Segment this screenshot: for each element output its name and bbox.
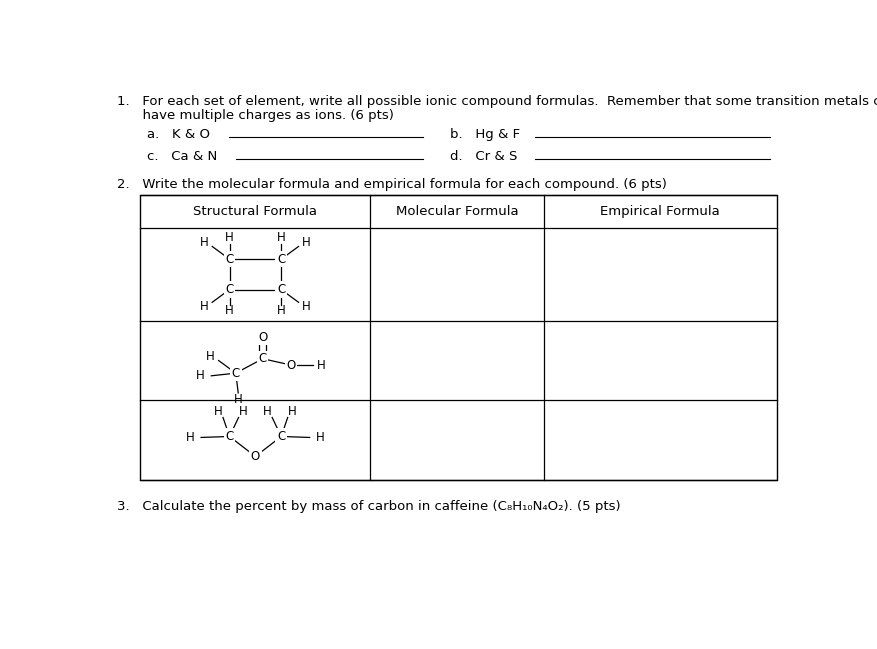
Text: Empirical Formula: Empirical Formula (600, 205, 719, 218)
Text: H: H (263, 405, 272, 418)
Text: a.   K & O: a. K & O (147, 128, 210, 141)
Text: Structural Formula: Structural Formula (193, 205, 317, 218)
Text: Molecular Formula: Molecular Formula (396, 205, 517, 218)
Text: C: C (277, 430, 285, 443)
Text: H: H (225, 304, 233, 317)
Text: d.   Cr & S: d. Cr & S (450, 151, 517, 164)
Text: O: O (258, 330, 267, 343)
Text: C: C (225, 430, 233, 443)
Text: H: H (317, 358, 325, 371)
Text: H: H (233, 393, 242, 406)
Text: H: H (214, 405, 223, 418)
Text: C: C (225, 252, 233, 265)
Text: 2.   Write the molecular formula and empirical formula for each compound. (6 pts: 2. Write the molecular formula and empir… (117, 178, 666, 191)
Text: H: H (196, 369, 204, 382)
Text: c.   Ca & N: c. Ca & N (147, 151, 217, 164)
Text: b.   Hg & F: b. Hg & F (450, 128, 519, 141)
Text: C: C (277, 252, 285, 265)
Text: have multiple charges as ions. (6 pts): have multiple charges as ions. (6 pts) (117, 110, 393, 123)
Text: H: H (206, 350, 215, 363)
Text: H: H (199, 300, 208, 313)
Text: H: H (186, 431, 195, 444)
Text: 3.   Calculate the percent by mass of carbon in caffeine (C₈H₁₀N₄O₂). (5 pts): 3. Calculate the percent by mass of carb… (117, 500, 619, 513)
Text: O: O (251, 450, 260, 463)
Text: C: C (225, 283, 233, 296)
Text: H: H (276, 304, 285, 317)
Text: H: H (276, 232, 285, 245)
Text: C: C (277, 283, 285, 296)
Text: O: O (286, 358, 296, 371)
Text: C: C (259, 352, 267, 365)
Text: H: H (302, 300, 310, 313)
Text: H: H (302, 236, 310, 249)
Text: H: H (199, 236, 208, 249)
Text: H: H (239, 405, 247, 418)
Bar (140, 195, 775, 480)
Text: 1.   For each set of element, write all possible ionic compound formulas.  Remem: 1. For each set of element, write all po… (117, 95, 877, 108)
Text: C: C (232, 367, 239, 380)
Text: H: H (288, 405, 296, 418)
Text: H: H (316, 431, 324, 444)
Text: H: H (225, 232, 233, 245)
